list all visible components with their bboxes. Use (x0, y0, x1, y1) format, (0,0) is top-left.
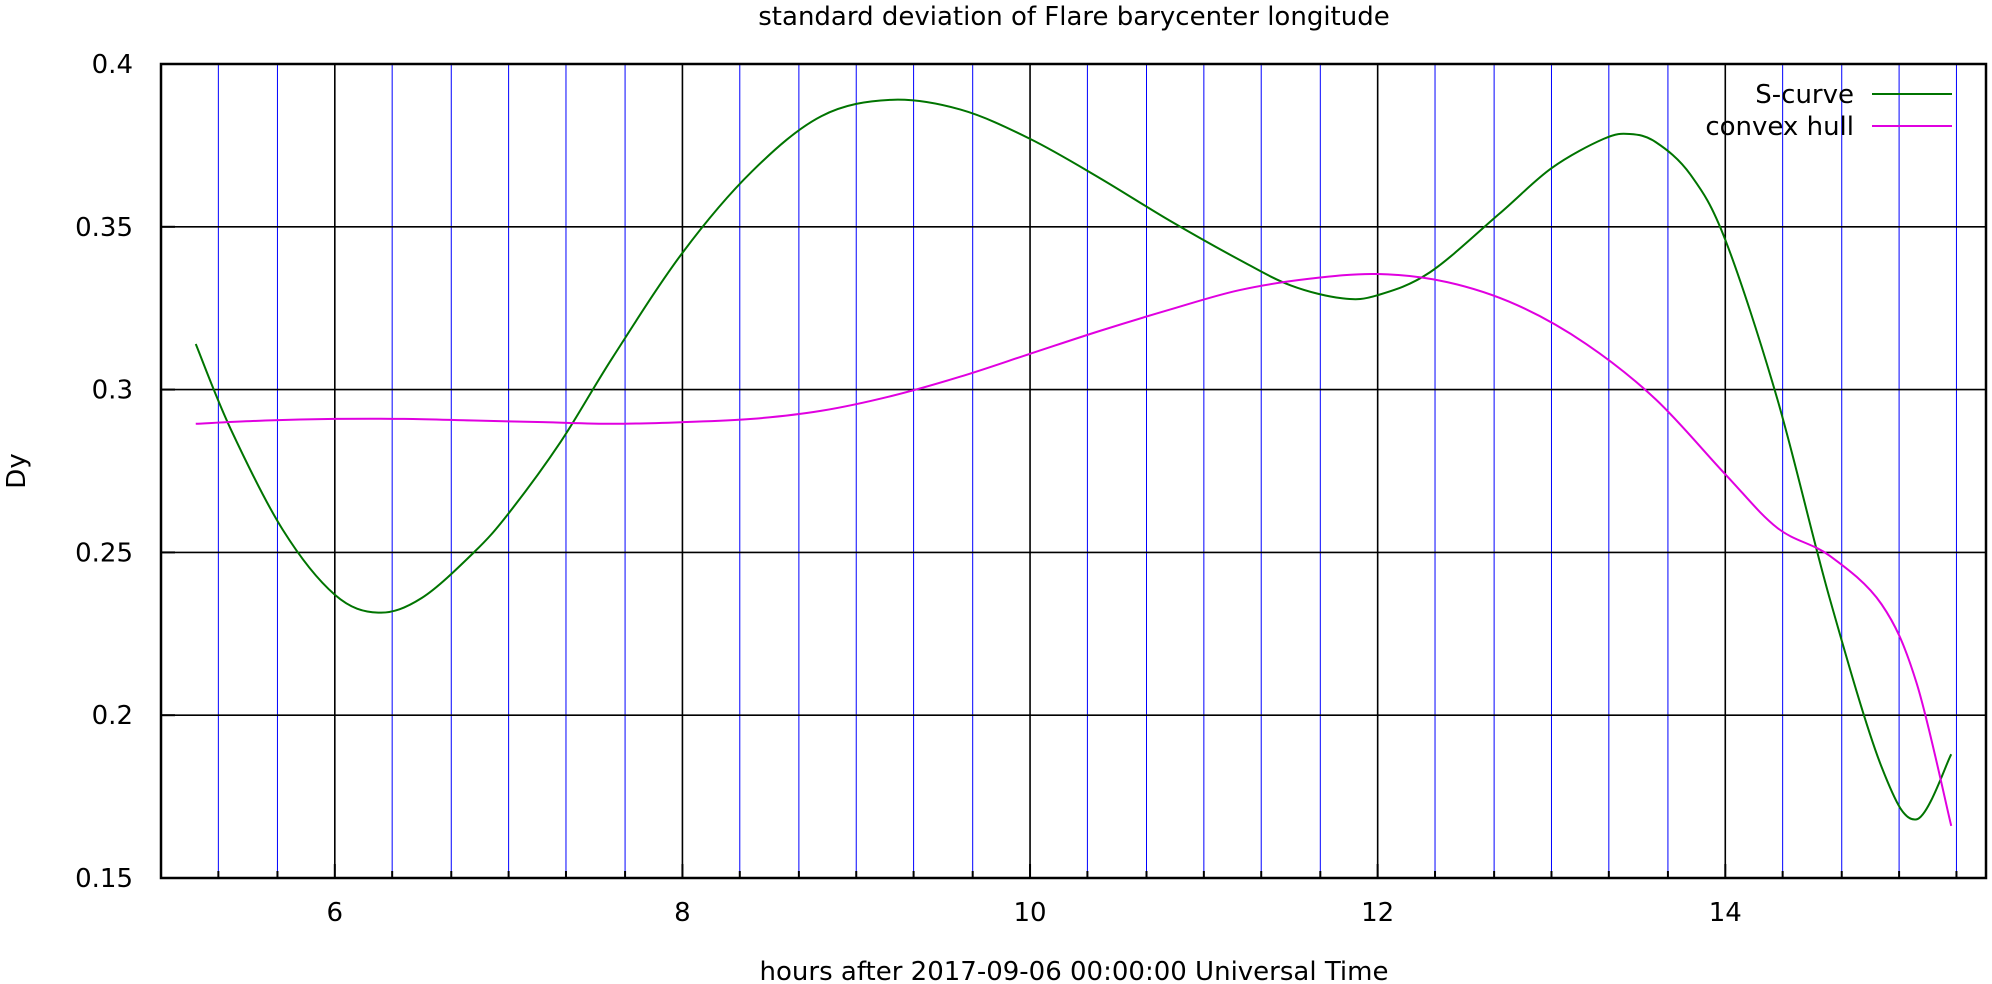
x-tick-label: 10 (1014, 898, 1047, 928)
y-tick-label: 0.2 (92, 701, 133, 731)
x-tick-label: 6 (327, 898, 344, 928)
y-tick-label: 0.15 (75, 864, 133, 894)
x-tick-label: 8 (674, 898, 691, 928)
legend-label-convex-hull: convex hull (1705, 112, 1854, 142)
minor-gridlines (217, 64, 1957, 878)
series-line-s-curve (194, 98, 1953, 821)
legend-label-s-curve: S-curve (1755, 80, 1854, 110)
x-tick-label: 12 (1361, 898, 1394, 928)
chart-title: standard deviation of Flare barycenter l… (758, 2, 1389, 32)
series-line-convex-hull (195, 272, 1953, 827)
series-lines (194, 98, 1953, 827)
y-axis-label: Dy (2, 453, 32, 488)
axis-ticks: 6 8 10 12 14 0.15 0.2 0.25 0.3 0.35 0.4 (75, 50, 1958, 928)
x-axis-label: hours after 2017-09-06 00:00:00 Universa… (760, 957, 1389, 984)
plot-frame (159, 62, 1988, 880)
y-tick-label: 0.35 (75, 213, 133, 243)
y-tick-label: 0.4 (92, 50, 133, 80)
x-tick-label: 14 (1709, 898, 1742, 928)
y-tick-label: 0.25 (75, 538, 133, 568)
y-tick-label: 0.3 (92, 376, 133, 406)
